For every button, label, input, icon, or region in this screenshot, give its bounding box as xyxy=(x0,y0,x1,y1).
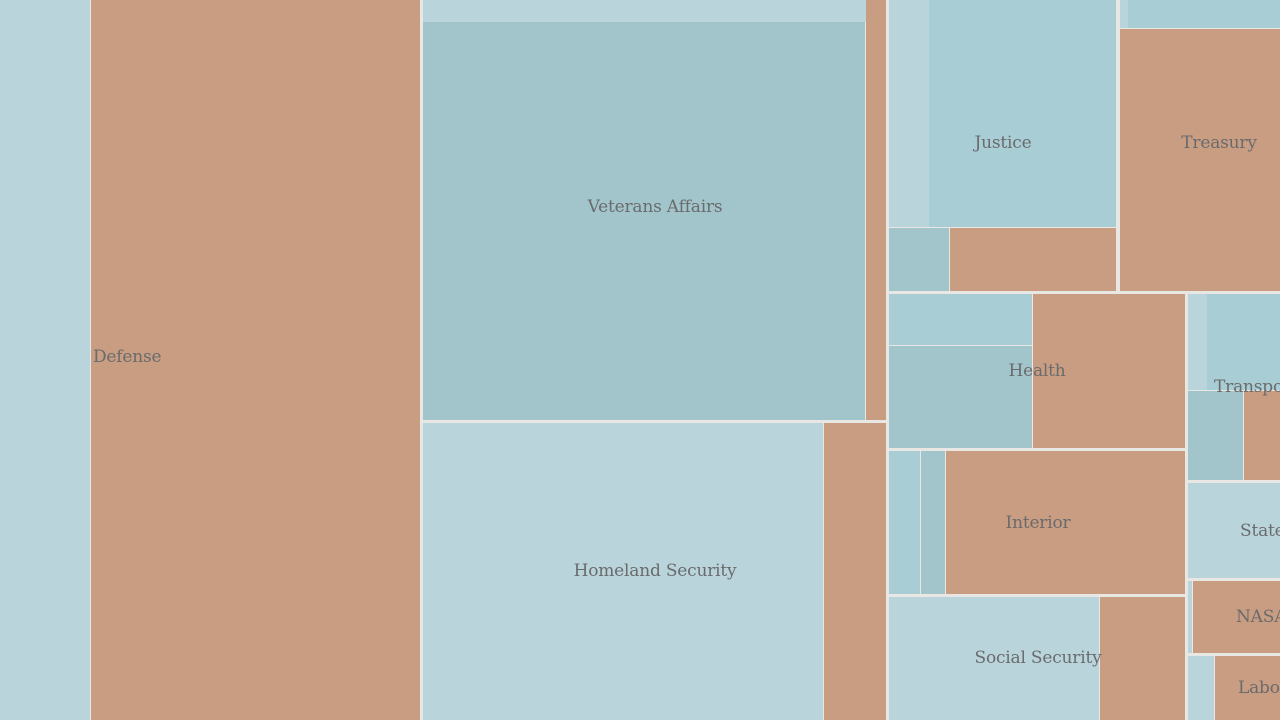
treemap-cell-transportation[interactable] xyxy=(1207,294,1280,390)
treemap-cell-transportation[interactable] xyxy=(1188,391,1243,480)
treemap-cell-transportation[interactable] xyxy=(1188,294,1207,390)
treemap-cell-nasa[interactable] xyxy=(1188,581,1192,653)
treemap-cell-veterans-affairs[interactable] xyxy=(423,22,865,420)
treemap-cell-nasa[interactable] xyxy=(1193,581,1280,653)
treemap-label-defense: Defense xyxy=(93,347,162,367)
treemap-cell-state[interactable] xyxy=(1188,483,1280,578)
treemap-label-health: Health xyxy=(1008,361,1066,381)
treemap-cell-interior[interactable] xyxy=(921,451,945,594)
treemap-cell-treasury[interactable] xyxy=(1120,0,1128,28)
treemap-cell-defense[interactable] xyxy=(0,0,90,720)
treemap-cell-defense[interactable] xyxy=(91,0,420,720)
treemap-cell-social-security[interactable] xyxy=(1100,597,1185,720)
treemap-cell-interior[interactable] xyxy=(889,451,920,594)
treemap-cell-justice[interactable] xyxy=(929,0,1116,227)
treemap-cell-treasury[interactable] xyxy=(1120,29,1280,291)
treemap-label-nasa: NASA xyxy=(1236,607,1280,627)
treemap-cell-justice[interactable] xyxy=(950,228,1116,291)
treemap-cell-veterans-affairs[interactable] xyxy=(866,0,886,420)
treemap-label-homeland-security: Homeland Security xyxy=(573,561,737,581)
treemap-cell-labor[interactable] xyxy=(1215,656,1280,720)
treemap-label-justice: Justice xyxy=(974,133,1032,153)
treemap-cell-health[interactable] xyxy=(1033,294,1185,448)
treemap-cell-social-security[interactable] xyxy=(889,597,1099,720)
treemap-cell-justice[interactable] xyxy=(889,0,929,227)
treemap-label-veterans-affairs: Veterans Affairs xyxy=(587,197,723,217)
treemap-label-state: State xyxy=(1240,521,1280,541)
treemap-cell-veterans-affairs[interactable] xyxy=(423,0,866,22)
treemap-cell-health[interactable] xyxy=(889,294,1032,345)
treemap-cell-health[interactable] xyxy=(889,346,1032,448)
treemap-label-social-security: Social Security xyxy=(974,648,1102,668)
treemap-label-labor: Labor xyxy=(1238,678,1280,698)
treemap-cell-labor[interactable] xyxy=(1188,656,1214,720)
treemap-label-treasury: Treasury xyxy=(1181,133,1257,153)
treemap-label-interior: Interior xyxy=(1005,513,1071,533)
treemap-cell-homeland-security[interactable] xyxy=(423,423,823,720)
treemap-cell-homeland-security[interactable] xyxy=(824,423,886,720)
treemap-cell-transportation[interactable] xyxy=(1244,391,1280,480)
treemap-cell-interior[interactable] xyxy=(946,451,1185,594)
treemap-cell-treasury[interactable] xyxy=(1128,0,1280,28)
treemap-cell-justice[interactable] xyxy=(889,228,949,291)
treemap-label-transpo: Transpo xyxy=(1214,377,1280,397)
